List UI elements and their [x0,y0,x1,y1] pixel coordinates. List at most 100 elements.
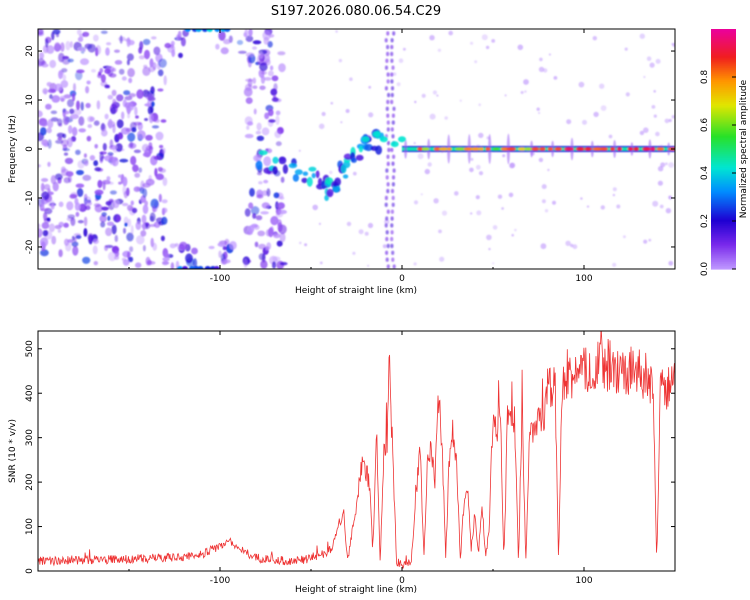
noise-blob [109,139,114,148]
noise-blob [250,206,260,215]
noise-blob [147,106,153,115]
faint-blob [469,167,474,173]
faint-blob [358,229,364,235]
faint-blob [486,234,492,241]
noise-blob [252,213,257,219]
faint-blob [481,34,488,41]
x-tick-label: 0 [399,576,405,586]
noise-blob [279,232,286,243]
streak-blob [386,243,390,249]
noise-blob [131,127,137,133]
trace-blob [350,157,357,163]
colorbar-step [711,195,736,198]
noise-blob [69,114,79,120]
noise-blob [264,54,271,63]
colorbar-step [711,259,736,262]
noise-blob [161,216,168,225]
faint-blob [488,247,491,251]
noise-blob [162,147,166,154]
noise-blob [153,155,163,160]
faint-blob [384,219,390,225]
faint-blob [413,262,417,266]
edge-blob [201,29,209,32]
colorbar-step [711,55,736,58]
noise-blob [123,216,129,226]
noise-blob [54,224,62,230]
noise-blob [263,156,272,167]
faint-blob [639,33,645,39]
noise-blob [118,181,122,185]
noise-blob [268,119,276,123]
noise-blob [271,75,279,82]
colorbar-step [711,51,736,54]
noise-blob [261,127,270,136]
colorbar-step [711,47,736,50]
colorbar-step [711,65,736,68]
noise-blob [112,98,117,104]
colorbar-step [711,255,736,258]
noise-blob [47,161,51,167]
colorbar-step [711,191,736,194]
colorbar-step [711,117,736,120]
noise-blob [77,220,84,224]
noise-blob [107,152,114,156]
noise-blob [270,216,279,226]
noise-blob [142,188,148,198]
noise-blob [244,133,254,139]
colorbar-step [711,263,736,266]
streak-blob [385,106,389,112]
colorbar-step [711,153,736,156]
colorbar-step [711,139,736,142]
noise-blob [105,201,112,206]
noise-blob [243,87,253,97]
faint-blob [657,166,664,172]
carrier-hotspot [656,147,665,151]
faint-blob [298,149,301,152]
noise-blob [268,227,274,238]
noise-blob [148,113,154,124]
noise-blob [107,215,111,221]
faint-blob [592,36,597,41]
carrier-hotspot [584,147,593,151]
noise-blob [275,212,284,218]
colorbar-step [711,161,736,164]
y-tick-label: 0 [25,568,35,574]
noise-blob [101,179,111,185]
noise-blob [260,259,268,269]
colorbar-step [711,79,736,82]
transition-blob [398,136,406,143]
edge-blob [204,266,211,269]
noise-blob [135,262,142,269]
noise-blob [158,193,162,203]
noise-blob [38,110,43,118]
noise-blob [101,212,107,217]
noise-blob [122,259,130,266]
faint-blob [352,171,357,176]
y-tick-label: -10 [25,190,35,205]
streak-blob [385,168,389,173]
faint-blob [504,94,507,97]
noise-blob [236,40,244,45]
faint-blob [671,115,675,119]
noise-blob [142,245,146,252]
noise-blob [87,233,94,242]
colorbar-step [711,175,736,178]
noise-blob [58,70,63,80]
noise-blob [72,126,78,137]
faint-blob [413,142,416,145]
noise-blob [222,246,227,251]
noise-blob [271,97,279,102]
trace-blob [315,170,320,179]
noise-blob [62,55,69,60]
faint-blob [553,76,558,80]
noise-blob [192,258,198,269]
faint-blob [304,243,308,247]
transition-blob [372,131,381,138]
faint-blob [470,212,473,215]
streak-blob [390,44,394,50]
noise-blob [114,60,123,65]
noise-blob [100,221,106,228]
noise-blob [108,73,117,78]
noise-blob [54,173,63,181]
